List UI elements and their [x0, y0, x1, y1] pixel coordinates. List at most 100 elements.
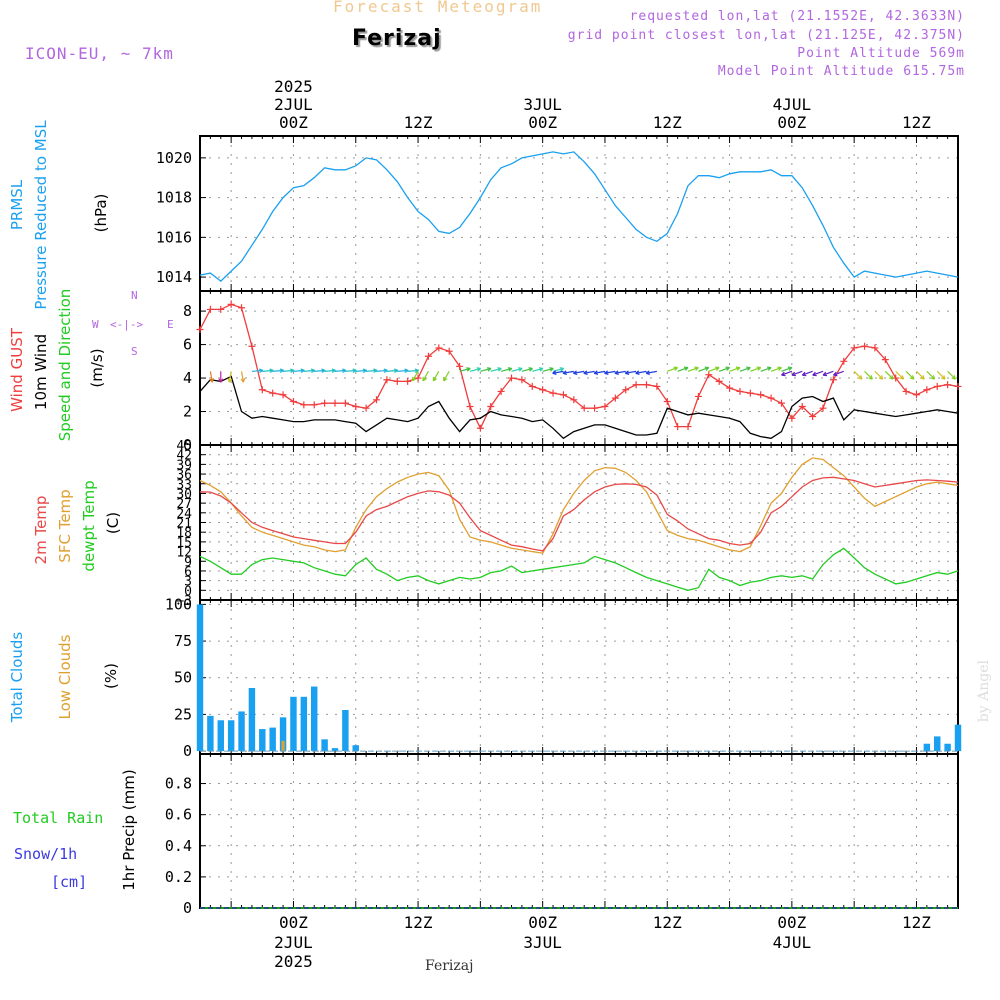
total-cloud-bar	[217, 720, 224, 752]
gust-marker	[601, 403, 609, 410]
wind-direction-arrow	[583, 370, 595, 374]
y-tick-label: 0.4	[165, 837, 192, 855]
gust-marker	[238, 304, 246, 312]
compass-east: E	[167, 318, 174, 331]
panel-frame	[199, 135, 959, 292]
x-tick-label-bottom: 12Z	[902, 913, 931, 932]
total-cloud-bar	[954, 724, 962, 752]
x-tick-label-top: 00Z	[279, 113, 308, 132]
wind-direction-arrow	[251, 369, 263, 372]
label-low-clouds: Low Clouds	[56, 634, 74, 719]
total-cloud-bar	[269, 727, 276, 752]
wind-arrow-head	[951, 375, 956, 380]
wind-direction-arrow	[667, 367, 678, 372]
year-label-top: 2025	[274, 77, 313, 96]
wind-arrow-head	[240, 378, 246, 383]
wind-direction-arrow	[240, 371, 245, 383]
wind-arrow-head	[393, 368, 399, 374]
gust-marker	[279, 391, 287, 399]
date-label-top: 2JUL	[274, 95, 313, 114]
y-tick-label: 0.8	[165, 775, 192, 793]
wind-arrow-head	[777, 366, 782, 371]
wind-direction-arrow	[386, 369, 398, 372]
wind-arrow-head	[694, 366, 699, 371]
wind-arrow-head	[559, 367, 565, 372]
wind-direction-arrow	[376, 369, 388, 372]
label-10m-wind: 10m Wind	[32, 334, 50, 410]
wind-direction-arrow	[905, 370, 915, 380]
wind-arrow-head	[909, 375, 915, 380]
label-wind-gust: Wind GUST	[8, 327, 26, 412]
x-tick-label-bottom: 12Z	[653, 913, 682, 932]
label-celsius: (C)	[104, 512, 122, 534]
wind-direction-arrow	[521, 367, 533, 372]
wind-arrow-head	[583, 370, 588, 376]
wind-arrow-head	[746, 366, 751, 371]
y-tick-label: 0.6	[165, 806, 192, 824]
wind-direction-arrow	[366, 369, 378, 372]
gust-marker	[746, 389, 754, 397]
pressure-line	[199, 151, 959, 282]
wind-arrow-head	[373, 368, 378, 374]
wind-direction-arrow	[698, 367, 709, 372]
gust-marker	[362, 404, 370, 412]
wind-direction-arrow	[687, 367, 699, 372]
gust-marker	[196, 326, 204, 333]
wind-arrow-head	[781, 371, 786, 377]
wind-arrow-head	[432, 376, 438, 382]
y-tick-label: 0	[184, 584, 192, 599]
gust-marker	[528, 382, 536, 390]
gust-marker	[258, 386, 266, 394]
y-tick-label: 0	[183, 742, 192, 760]
gust-marker	[466, 403, 474, 410]
x-tick-label-top: 12Z	[404, 113, 433, 132]
gust-marker	[736, 387, 744, 395]
wind-arrow-head	[290, 368, 295, 374]
y-tick-label: 15	[176, 536, 192, 551]
wind-direction-arrow	[355, 369, 367, 372]
wind-arrow-head	[614, 370, 619, 376]
compass-west: W	[92, 318, 99, 331]
gust-marker	[944, 381, 952, 389]
wind-arrow-head	[279, 368, 284, 374]
wind-arrow-head	[725, 366, 730, 371]
y-tick-label: 45	[176, 439, 192, 454]
wind-direction-arrow	[947, 370, 956, 380]
wind-direction-arrow	[604, 370, 616, 374]
x-tick-label-bottom: 00Z	[528, 913, 557, 932]
wind-arrow-head	[352, 368, 357, 374]
compass-north: N	[131, 289, 138, 302]
wind-arrow-head	[683, 366, 689, 371]
wind-direction-arrow	[822, 370, 834, 376]
y-tick-label: 30	[176, 487, 192, 502]
wind-direction-arrow	[729, 367, 741, 372]
dewpt-line	[199, 547, 959, 591]
y-tick-label: 24	[176, 507, 192, 522]
total-cloud-bar	[259, 729, 266, 752]
wind-direction-arrow	[781, 367, 793, 372]
y-tick-label: 25	[174, 705, 192, 723]
wind-arrow-head	[756, 366, 762, 371]
label-speed-direction: Speed and Direction	[56, 289, 74, 442]
y-tick-label: 42	[176, 449, 192, 464]
gust-marker	[476, 424, 484, 432]
wind-direction-arrow	[511, 367, 523, 372]
wind-direction-arrow	[407, 369, 419, 372]
wind-direction-arrow	[562, 370, 574, 374]
wind-arrow-head	[878, 375, 884, 380]
panel-frame	[199, 753, 959, 909]
wind-direction-arrow	[432, 371, 440, 382]
x-tick-label-top: 00Z	[777, 113, 806, 132]
date-label-bottom: 2JUL	[274, 933, 313, 952]
wind-direction-arrow	[459, 367, 471, 372]
gust-marker	[726, 384, 734, 392]
wind-direction-arrow	[209, 371, 213, 383]
x-tick-label-top: 12Z	[653, 113, 682, 132]
label-total-clouds: Total Clouds	[8, 632, 26, 724]
y-tick-label: 6	[184, 565, 192, 580]
gust-marker	[788, 414, 796, 422]
total-cloud-bar	[934, 736, 941, 752]
wind-arrow-head	[930, 375, 936, 380]
